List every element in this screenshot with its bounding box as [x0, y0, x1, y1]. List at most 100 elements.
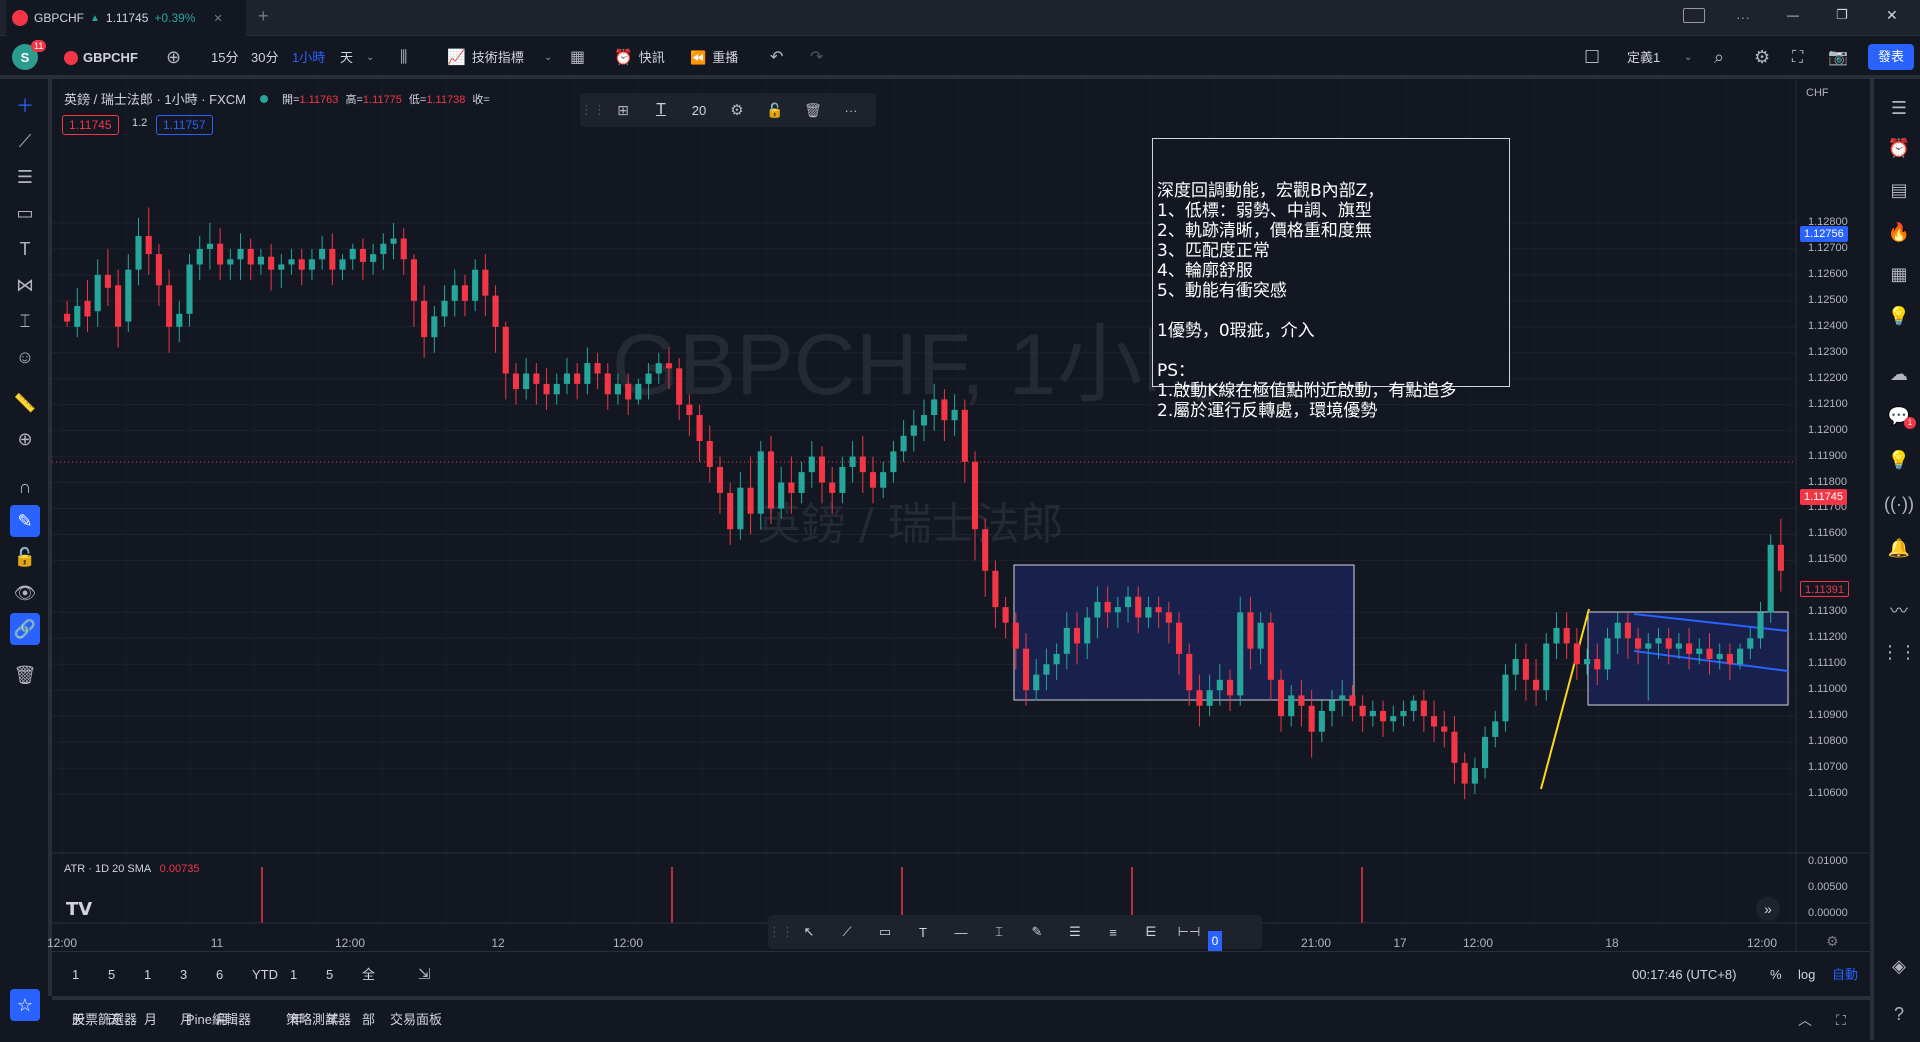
new-tab-button[interactable]: +	[258, 6, 269, 26]
indicators-button[interactable]: 📈 技術指標	[447, 36, 524, 79]
horizontal-line-icon[interactable]: —	[954, 924, 968, 940]
interval-1h[interactable]: 1小時	[292, 50, 326, 65]
browser-tab[interactable]: GBPCHF ▲ 1.11745 +0.39% ✕	[6, 0, 246, 36]
rectangle-icon[interactable]: ▭	[16, 202, 34, 223]
log-toggle[interactable]: log	[1798, 967, 1816, 982]
calendar-icon[interactable]: ▦	[1890, 263, 1908, 284]
bid-box[interactable]: 1.11745	[62, 115, 119, 135]
font-size-value[interactable]: 20	[691, 102, 707, 118]
cloud-icon[interactable]: ☁	[1890, 363, 1908, 384]
settings-gear-icon[interactable]: ⚙	[1754, 47, 1771, 67]
emoji-icon[interactable]: ☺	[15, 346, 35, 367]
atr-label[interactable]: ATR · 1D 20 SMA	[64, 863, 151, 875]
ideas-bulb-icon[interactable]: 💡	[1887, 305, 1911, 326]
window-minimize-button[interactable]: —	[1787, 8, 1799, 22]
panel-stock-screener[interactable]: 股票篩選器 ⌄	[72, 1000, 153, 1040]
window-maximize-button[interactable]: ❐	[1836, 7, 1848, 22]
interval-dropdown-icon[interactable]: ⌄	[366, 52, 375, 63]
lock-icon[interactable]: 🔓	[13, 546, 37, 567]
range-button[interactable]: 5天	[108, 967, 122, 1027]
chart-type-icon[interactable]: ⫼	[400, 49, 408, 66]
range-button[interactable]: 全部	[362, 967, 376, 1027]
measure-icon[interactable]: ⌶	[995, 924, 1003, 939]
alerts-button[interactable]: ⏰ 快訊	[614, 36, 665, 79]
templates-icon[interactable]: ▦	[570, 49, 586, 66]
rectangle-icon[interactable]: ▭	[878, 924, 892, 939]
trend-line-icon[interactable]: ⟋	[18, 130, 32, 151]
range-box-left[interactable]	[1013, 564, 1355, 701]
panel-strategy-tester[interactable]: 策略測試器	[286, 1012, 352, 1027]
watchlist-icon[interactable]: ☰	[1890, 97, 1908, 118]
notification-bell-icon[interactable]: 🔔	[1887, 537, 1911, 558]
alert-clock-icon[interactable]: ⏰	[1887, 137, 1911, 158]
layout-square-icon[interactable]: ☐	[1584, 47, 1601, 67]
redo-icon[interactable]: ↷	[810, 49, 824, 66]
help-icon[interactable]: ?	[1893, 1003, 1904, 1024]
date-range-icon[interactable]: ⊢⊣	[1177, 924, 1201, 939]
clock-display[interactable]: 00:17:46 (UTC+8)	[1632, 967, 1737, 982]
unlock-icon[interactable]: 🔓	[766, 101, 784, 118]
pine-chart-icon[interactable]: 〰	[1890, 601, 1908, 621]
pattern-icon[interactable]: ⋈	[16, 274, 34, 295]
trend-line-icon[interactable]: ⟋	[842, 924, 852, 939]
interval-15m[interactable]: 15分	[211, 50, 239, 65]
delete-icon[interactable]: 🗑	[804, 101, 822, 118]
template-grid-icon[interactable]: ⊞	[617, 101, 629, 118]
price-axis[interactable]: CHF 1.12800 1.12700 1.12600 1.12500 1.12400 1…	[1796, 79, 1870, 923]
more-options-icon[interactable]: ···	[844, 102, 858, 118]
range-button[interactable]: 1天	[72, 967, 86, 1027]
hotlist-fire-icon[interactable]: 🔥	[1887, 221, 1911, 242]
range-button[interactable]: YTD	[252, 967, 278, 982]
time-axis-settings-icon[interactable]: ⚙	[1826, 933, 1839, 949]
camera-icon[interactable]: 📷	[1828, 49, 1848, 66]
interval-1d[interactable]: 天	[340, 50, 354, 65]
range-button[interactable]: 1年	[290, 967, 304, 1027]
ask-box[interactable]: 1.11757	[156, 115, 213, 135]
replay-button[interactable]: ⏪ 重播	[690, 36, 738, 79]
object-tree-icon[interactable]: ⋮⋮	[1881, 641, 1917, 662]
drag-handle-icon[interactable]: ⋮⋮	[580, 102, 606, 117]
analysis-note-textbox[interactable]: 深度回調動能，宏觀B內部Z， 1、低標：弱勢、中調、旗型 2、軌跡清晰，價格重和度無…	[1152, 138, 1510, 421]
legend-title[interactable]: 英鎊 / 瑞士法郎 · 1小時 · FXCM	[64, 92, 247, 107]
auto-toggle[interactable]: 自動	[1832, 967, 1859, 982]
panel-pine-editor[interactable]: Pine編輯器	[186, 1012, 252, 1027]
tab-close-icon[interactable]: ✕	[213, 12, 223, 25]
range-button[interactable]: 6月	[216, 967, 230, 1027]
fullscreen-icon[interactable]: ⛶	[1792, 49, 1804, 66]
brush-icon[interactable]: ✎	[1031, 924, 1043, 939]
percent-toggle[interactable]: %	[1770, 967, 1782, 982]
interval-30m[interactable]: 30分	[251, 50, 279, 65]
crosshair-icon[interactable]: ＋	[16, 96, 34, 116]
fib-icon[interactable]: ☰	[1069, 924, 1081, 939]
zoom-in-icon[interactable]: ⊕	[17, 428, 33, 449]
measure-icon[interactable]: ⌶	[19, 310, 31, 331]
drag-handle-icon[interactable]: ⋮⋮	[768, 924, 794, 939]
channel-line-bottom[interactable]	[1633, 650, 1789, 672]
trash-icon[interactable]: 🗑	[13, 664, 37, 685]
chart-svg[interactable]: GBPCHF, 1小時 英鎊 / 瑞士法郎	[52, 79, 1870, 951]
window-close-button[interactable]: ✕	[1886, 7, 1898, 23]
link-icon[interactable]: 🔗	[10, 613, 40, 645]
layout-dropdown-icon[interactable]: ⌄	[1684, 52, 1693, 63]
screen-icon[interactable]	[1683, 8, 1705, 23]
time-axis[interactable]: 12:00 11 12:00 12 12:00 21:00 17 12:00 18 12:00	[47, 936, 1796, 951]
settings-gear-icon[interactable]: ⚙	[730, 102, 744, 119]
pitchfork-icon[interactable]: ⋿	[1145, 924, 1157, 939]
compare-add-icon[interactable]: ⊕	[166, 47, 182, 67]
text-color-icon[interactable]: T	[656, 101, 666, 118]
parallel-channel-icon[interactable]: ≡	[1109, 924, 1117, 940]
favorites-star-icon[interactable]: ☆	[10, 989, 40, 1021]
fib-retracement-icon[interactable]: ☰	[16, 166, 34, 187]
goto-date-icon[interactable]: ⇲	[418, 966, 431, 983]
range-button[interactable]: 5年	[326, 967, 340, 1027]
publish-button[interactable]: 發表	[1868, 44, 1914, 70]
ruler-icon[interactable]: 📏	[13, 392, 37, 413]
tradingview-logo-icon[interactable]: TV	[66, 899, 93, 920]
currency-label[interactable]: CHF	[1806, 87, 1829, 99]
range-button[interactable]: 3月	[180, 967, 194, 1027]
stay-drawing-icon[interactable]: ✎	[10, 505, 40, 537]
broadcast-icon[interactable]: ((·))	[1884, 493, 1914, 514]
text-tool-icon[interactable]: T	[919, 924, 927, 940]
window-more-button[interactable]: ···	[1736, 9, 1750, 25]
scroll-right-icon[interactable]: »	[1756, 897, 1780, 921]
